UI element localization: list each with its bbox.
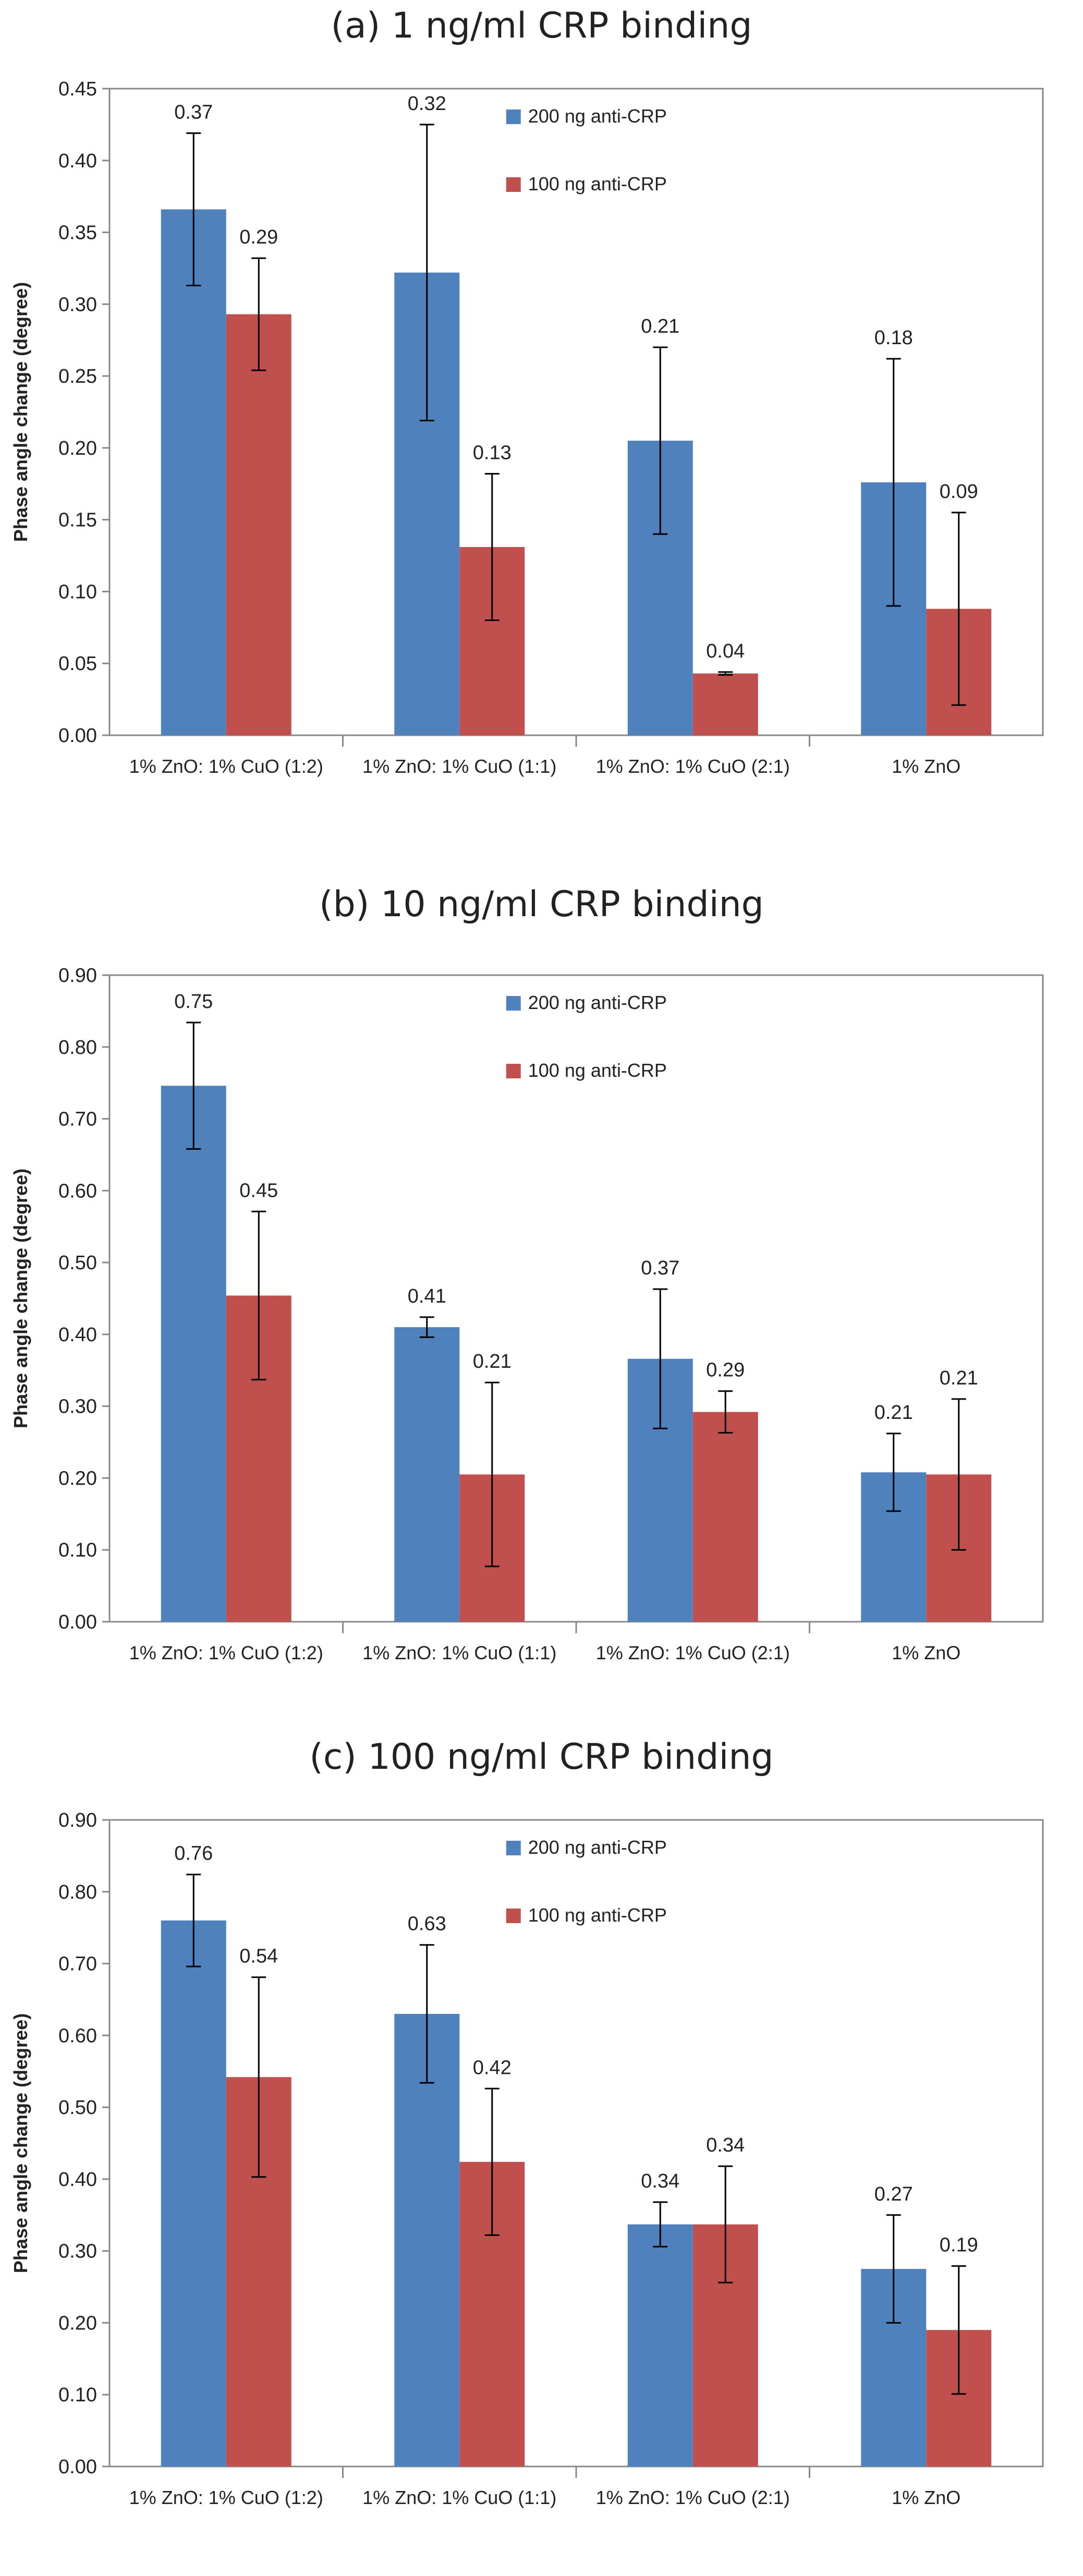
y-axis-label: Phase angle change (degree) <box>10 1169 31 1428</box>
x-tick-label: 1% ZnO <box>892 2487 960 2508</box>
legend-label: 100 ng anti-CRP <box>528 173 667 195</box>
y-tick-label: 0.30 <box>58 294 97 315</box>
y-tick-label: 0.90 <box>58 965 97 987</box>
data-label: 0.37 <box>174 101 213 123</box>
x-tick-label: 1% ZnO: 1% CuO (1:1) <box>362 2487 556 2508</box>
legend-swatch <box>506 1841 521 1855</box>
data-label: 0.21 <box>940 1367 978 1389</box>
bar <box>161 1086 226 1622</box>
bar <box>627 2224 693 2466</box>
data-label: 0.09 <box>940 481 978 503</box>
y-tick-label: 0.20 <box>58 1467 97 1489</box>
data-label: 0.29 <box>239 226 278 248</box>
bar <box>394 2014 460 2466</box>
y-tick-label: 0.00 <box>58 2456 97 2478</box>
data-label: 0.13 <box>473 442 512 464</box>
data-label: 0.19 <box>940 2234 978 2256</box>
bar-chart-b: 0.00 0.10 0.20 0.30 0.40 0.50 0.60 0.70 0.80 0.90… <box>10 965 1044 1663</box>
y-tick-label: 0.20 <box>58 438 97 459</box>
y-tick-label: 0.80 <box>58 1037 97 1059</box>
bar <box>161 209 226 735</box>
data-label: 0.34 <box>641 2170 679 2192</box>
data-label: 0.76 <box>174 1843 213 1865</box>
legend-swatch <box>506 1064 521 1078</box>
data-label: 0.21 <box>473 1351 512 1372</box>
x-tick-label: 1% ZnO: 1% CuO (1:1) <box>362 1642 556 1663</box>
y-tick-label: 0.35 <box>58 222 97 244</box>
x-tick-label: 1% ZnO: 1% CuO (2:1) <box>596 756 790 777</box>
data-label: 0.29 <box>706 1359 745 1381</box>
bar-chart-a: 0.00 0.05 0.10 0.15 0.20 0.25 0.30 0.35 0.40 0.45… <box>10 78 1044 777</box>
y-tick-label: 0.80 <box>58 1881 97 1903</box>
y-tick-label: 0.30 <box>58 2241 97 2263</box>
x-tick-label: 1% ZnO: 1% CuO (1:2) <box>129 1642 323 1663</box>
legend-label: 200 ng anti-CRP <box>528 105 667 127</box>
data-label: 0.21 <box>874 1402 913 1424</box>
legend-swatch <box>506 1909 521 1923</box>
legend-swatch <box>506 177 521 192</box>
x-tick-label: 1% ZnO: 1% CuO (2:1) <box>596 1642 790 1663</box>
chart-panel-b: (b) 10 ng/ml CRP binding 0.00 0.10 0.20 0.3… <box>0 855 1083 1700</box>
y-tick-label: 0.30 <box>58 1396 97 1418</box>
data-label: 0.18 <box>874 327 913 349</box>
y-axis-label: Phase angle change (degree) <box>10 282 31 542</box>
y-tick-label: 0.25 <box>58 366 97 387</box>
y-tick-label: 0.15 <box>58 509 97 531</box>
data-label: 0.75 <box>174 991 213 1013</box>
x-tick-label: 1% ZnO: 1% CuO (1:1) <box>362 756 556 777</box>
data-label: 0.21 <box>641 315 679 337</box>
y-tick-label: 0.40 <box>58 150 97 172</box>
x-tick-label: 1% ZnO <box>892 756 960 777</box>
x-tick-label: 1% ZnO: 1% CuO (1:2) <box>129 2487 323 2508</box>
y-tick-label: 0.05 <box>58 653 97 675</box>
bar <box>692 673 758 735</box>
y-tick-label: 0.00 <box>58 725 97 747</box>
data-label: 0.63 <box>408 1913 446 1935</box>
legend-label: 100 ng anti-CRP <box>528 1060 667 1081</box>
bar <box>161 1920 226 2466</box>
data-label: 0.42 <box>473 2057 512 2079</box>
chart-panel-c: (c) 100 ng/ml CRP binding 0.00 0.10 0.20 0.… <box>0 1721 1083 2556</box>
chart-title: (a) 1 ng/ml CRP binding <box>331 5 752 46</box>
data-label: 0.04 <box>706 640 745 662</box>
x-tick-label: 1% ZnO <box>892 1642 960 1663</box>
data-label: 0.37 <box>641 1257 679 1279</box>
y-tick-label: 0.50 <box>58 2097 97 2119</box>
y-tick-label: 0.70 <box>58 1953 97 1975</box>
legend-label: 200 ng anti-CRP <box>528 992 667 1013</box>
chart-panel-a: (a) 1 ng/ml CRP binding 0.00 0.05 0.10 0.15… <box>0 0 1083 845</box>
legend-swatch <box>506 110 521 124</box>
y-tick-label: 0.00 <box>58 1611 97 1633</box>
x-tick-label: 1% ZnO: 1% CuO (2:1) <box>596 2487 790 2508</box>
y-tick-label: 0.60 <box>58 1180 97 1202</box>
y-tick-label: 0.10 <box>58 1539 97 1561</box>
x-tick-label: 1% ZnO: 1% CuO (1:2) <box>129 756 323 777</box>
y-tick-label: 0.60 <box>58 2025 97 2047</box>
y-tick-label: 0.40 <box>58 1324 97 1346</box>
bar <box>226 314 291 735</box>
y-tick-label: 0.50 <box>58 1252 97 1274</box>
bar-chart-c: 0.00 0.10 0.20 0.30 0.40 0.50 0.60 0.70 0.80 0.90… <box>10 1809 1044 2508</box>
data-label: 0.54 <box>239 1946 278 1967</box>
y-tick-label: 0.45 <box>58 78 97 100</box>
data-label: 0.45 <box>239 1180 278 1201</box>
bar <box>394 1327 460 1622</box>
legend-label: 200 ng anti-CRP <box>528 1837 667 1858</box>
bar <box>692 1412 758 1622</box>
legend-swatch <box>506 996 521 1011</box>
data-label: 0.32 <box>408 93 446 115</box>
chart-title: (b) 10 ng/ml CRP binding <box>319 884 764 925</box>
data-label: 0.34 <box>706 2134 745 2156</box>
y-tick-label: 0.40 <box>58 2169 97 2191</box>
y-tick-label: 0.10 <box>58 581 97 603</box>
y-tick-label: 0.20 <box>58 2312 97 2334</box>
y-axis-label: Phase angle change (degree) <box>10 2013 31 2273</box>
data-label: 0.27 <box>874 2183 913 2205</box>
data-label: 0.41 <box>408 1285 446 1307</box>
y-tick-label: 0.70 <box>58 1109 97 1131</box>
y-tick-label: 0.90 <box>58 1809 97 1831</box>
legend-label: 100 ng anti-CRP <box>528 1904 667 1926</box>
y-tick-label: 0.10 <box>58 2384 97 2406</box>
chart-title: (c) 100 ng/ml CRP binding <box>309 1736 774 1778</box>
